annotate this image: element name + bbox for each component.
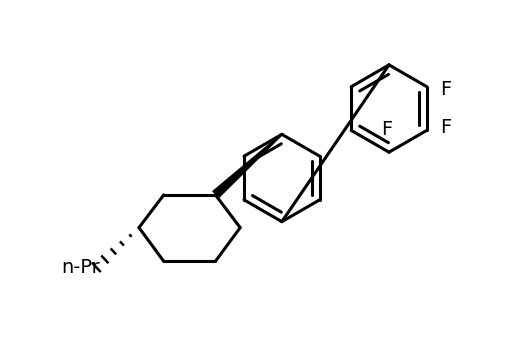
Text: F: F xyxy=(440,118,451,137)
Text: F: F xyxy=(382,120,393,139)
Text: n-Pr: n-Pr xyxy=(62,258,100,277)
Text: F: F xyxy=(440,80,451,99)
Polygon shape xyxy=(212,133,282,198)
